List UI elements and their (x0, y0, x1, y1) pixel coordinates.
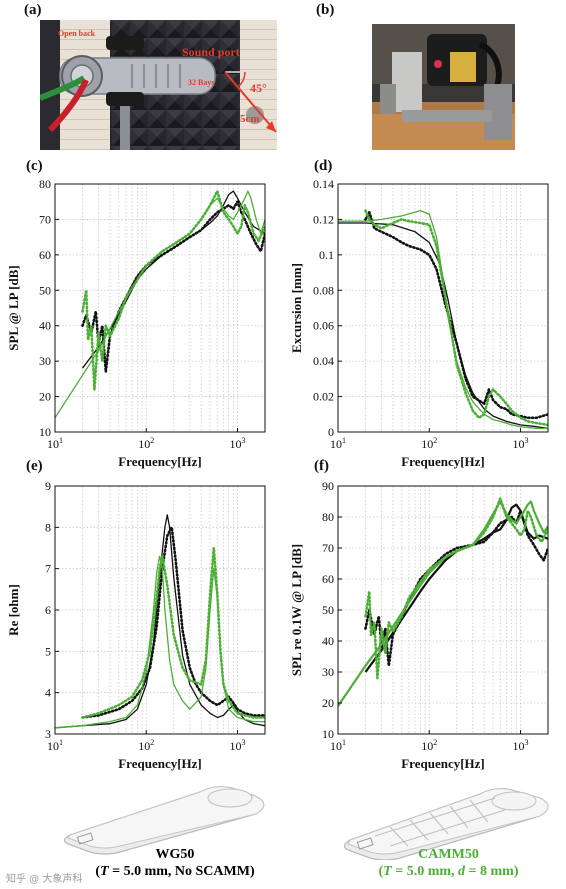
panel-label-f: (f) (314, 458, 329, 474)
y-tick-label: 6 (45, 603, 51, 617)
y-tick-label: 30 (322, 665, 334, 679)
chart-re-ohm: 3 4 5 6 7 8 9 101 102 103 Frequency[Hz] Re [ohm] (6, 479, 266, 771)
x-tick-label: 102 (138, 436, 154, 451)
y-tick-label: 5 (45, 644, 51, 658)
x-axis-label: Frequency[Hz] (401, 454, 485, 469)
y-tick-label: 20 (322, 696, 334, 710)
render-params-camm50: (T = 5.0 mm, d = 8 mm) (378, 864, 519, 879)
y-tick-label: 50 (322, 603, 334, 617)
y-tick-label: 70 (39, 212, 51, 226)
x-tick-label: 102 (421, 436, 437, 451)
y-axis-label: Excursion [mm] (289, 263, 304, 353)
y-axis-label: SPL re 0.1W @ LP [dB] (289, 544, 304, 676)
y-tick-label: 9 (45, 479, 51, 493)
plot-frame (337, 183, 549, 433)
y-axis-label: Re [ohm] (6, 584, 21, 636)
series-group (55, 189, 265, 419)
y-tick-label: 4 (45, 686, 51, 700)
panel-label-b: (b) (316, 2, 335, 18)
series-line-black-dotted (81, 525, 265, 719)
render-caption-wg50: WG50 (T = 5.0 mm, No SCAMM) (60, 846, 290, 880)
y-tick-label: 0 (328, 425, 334, 439)
x-tick-label: 102 (421, 738, 437, 753)
panel-label-c: (c) (26, 158, 43, 174)
x-tick-label: 101 (47, 738, 63, 753)
y-tick-label: 0.1 (319, 248, 334, 262)
x-tick-label: 102 (138, 738, 154, 753)
render-params-wg50: (T = 5.0 mm, No SCAMM) (95, 864, 255, 879)
chart-spl-at-lp: 10 20 30 40 50 60 70 80 101 102 103 Frequency[Hz] SP… (6, 177, 266, 469)
y-tick-label: 40 (39, 319, 51, 333)
y-tick-label: 90 (322, 479, 334, 493)
x-tick-label: 101 (47, 436, 63, 451)
render-name-camm50: CAMM50 (418, 847, 479, 862)
y-tick-label: 0.04 (313, 354, 334, 368)
y-axis-label: SPL @ LP [dB] (6, 265, 21, 350)
series-line-black-dotted (364, 210, 548, 420)
render-wg50 (50, 780, 290, 855)
x-tick-label: 103 (230, 436, 246, 451)
series-line-green-dotted (364, 209, 548, 427)
panel-label-e: (e) (26, 458, 43, 474)
x-tick-label: 103 (513, 436, 529, 451)
x-tick-label: 101 (330, 738, 346, 753)
panel-label-a: (a) (24, 2, 42, 18)
y-tick-label: 80 (322, 510, 334, 524)
series-line-green-dotted (81, 189, 265, 391)
x-tick-label: 103 (230, 738, 246, 753)
plot-frame (54, 183, 266, 433)
annotation-angle: 45° (250, 81, 267, 95)
render-caption-camm50: CAMM50 (T = 5.0 mm, d = 8 mm) (336, 846, 561, 880)
watermark: 知乎 @ 大象声科 (6, 874, 83, 885)
y-tick-label: 60 (39, 248, 51, 262)
y-tick-label: 20 (39, 390, 51, 404)
panel-label-d: (d) (314, 158, 333, 174)
x-axis-label: Frequency[Hz] (401, 756, 485, 771)
y-tick-label: 80 (39, 177, 51, 191)
render-name-wg50: WG50 (155, 847, 195, 862)
annotation-sound-port: Sound port (182, 45, 240, 59)
x-axis-label: Frequency[Hz] (118, 454, 202, 469)
render-camm50 (330, 780, 566, 861)
y-tick-label: 40 (322, 634, 334, 648)
photo-waveguide-fixture: Open back Sound port 32 Bays 45° 5cm (40, 20, 277, 150)
series-group (338, 209, 548, 430)
series-group (55, 514, 265, 729)
y-tick-label: 0.02 (313, 390, 334, 404)
photo-measurement-setup (372, 24, 515, 150)
y-tick-label: 10 (39, 425, 51, 439)
grid (55, 485, 265, 735)
y-tick-label: 50 (39, 283, 51, 297)
y-tick-label: 70 (322, 541, 334, 555)
x-tick-label: 101 (330, 436, 346, 451)
x-axis-label: Frequency[Hz] (118, 756, 202, 771)
series-group (338, 497, 548, 707)
y-tick-label: 0.08 (313, 283, 334, 297)
annotation-distance: 5cm (240, 113, 260, 125)
chart-excursion: 0 0.02 0.04 0.06 0.08 0.1 0.12 0.14 101 102 103 Fre… (289, 177, 549, 469)
y-tick-label: 3 (45, 727, 51, 741)
y-tick-label: 30 (39, 354, 51, 368)
y-tick-label: 0.12 (313, 212, 334, 226)
x-tick-label: 103 (513, 738, 529, 753)
y-tick-label: 10 (322, 727, 334, 741)
series-line-green-dotted (81, 546, 265, 719)
y-tick-label: 0.06 (313, 319, 334, 333)
y-tick-label: 7 (45, 562, 51, 576)
y-tick-label: 8 (45, 520, 51, 534)
series-line-green-solid (338, 209, 548, 430)
y-tick-label: 60 (322, 572, 334, 586)
annotation-open-back: Open back (58, 29, 96, 38)
chart-spl-re-0-1w: 10 20 30 40 50 60 70 80 90 101 102 103 Frequency[Hz]… (289, 479, 549, 771)
y-tick-label: 0.14 (313, 177, 334, 191)
series-line-green-dotted (364, 497, 548, 680)
annotation-bays: 32 Bays (188, 78, 214, 87)
